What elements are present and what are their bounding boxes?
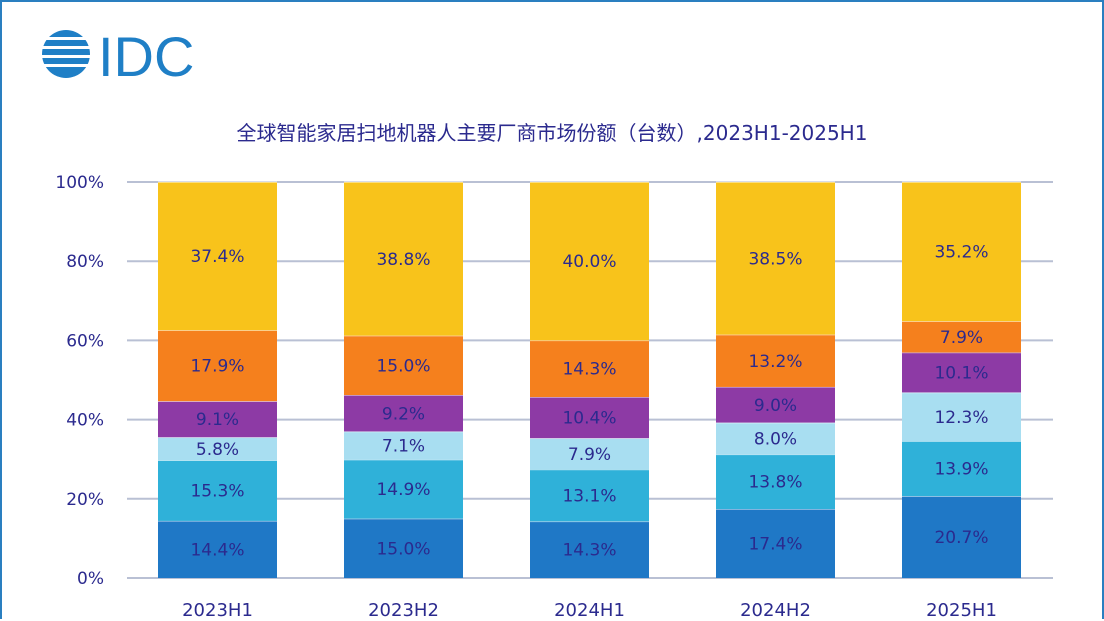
data-label: 35.2% <box>934 243 988 263</box>
data-label: 15.0% <box>376 356 430 376</box>
y-tick-label: 60% <box>66 331 104 351</box>
bar-segment <box>344 182 463 336</box>
x-tick-label: 2024H2 <box>740 600 811 621</box>
bar-segment <box>716 334 835 387</box>
bar-segment <box>530 340 649 398</box>
chart-title: 全球智能家居扫地机器人主要厂商市场份额（台数）,2023H1-2025H1 <box>236 121 868 145</box>
data-label: 14.4% <box>190 540 244 560</box>
bar-segment <box>158 330 277 402</box>
data-label: 17.9% <box>190 357 244 377</box>
data-label: 20.7% <box>934 528 988 548</box>
bar-segment <box>158 520 277 578</box>
data-label: 7.9% <box>940 328 983 348</box>
data-label: 10.4% <box>562 409 616 429</box>
bar-segment <box>344 518 463 578</box>
x-tick-label: 2025H1 <box>926 600 997 621</box>
bar-segment <box>344 459 463 519</box>
data-label: 7.1% <box>382 437 425 457</box>
data-label: 40.0% <box>562 252 616 272</box>
bar-segment <box>530 397 649 439</box>
data-label: 9.2% <box>382 404 425 424</box>
bar-segment <box>530 469 649 522</box>
x-tick-label: 2023H2 <box>368 600 439 621</box>
data-label: 15.0% <box>376 539 430 559</box>
data-label: 15.3% <box>190 482 244 502</box>
bar-segment <box>158 460 277 521</box>
data-label: 5.8% <box>196 440 239 460</box>
data-label: 9.1% <box>196 410 239 430</box>
bar-segment <box>716 182 835 335</box>
logo-text: IDC <box>98 26 194 82</box>
data-label: 7.9% <box>568 445 611 465</box>
y-tick-label: 0% <box>77 569 104 589</box>
bar-segment <box>902 441 1021 497</box>
data-label: 13.1% <box>562 486 616 506</box>
bar-segment <box>716 509 835 578</box>
bar-segment <box>716 386 835 423</box>
data-label: 9.0% <box>754 396 797 416</box>
y-tick-label: 40% <box>66 411 104 431</box>
bar-segment <box>902 352 1021 393</box>
bar-segment <box>902 392 1021 442</box>
bar-segment <box>158 182 277 331</box>
y-tick-label: 80% <box>66 252 104 272</box>
data-label: 13.9% <box>934 460 988 480</box>
data-label: 8.0% <box>754 429 797 449</box>
y-tick-label: 100% <box>55 173 104 193</box>
x-tick-label: 2024H1 <box>554 600 625 621</box>
bar-segment <box>344 431 463 460</box>
data-label: 37.4% <box>190 247 244 267</box>
bar-segment <box>716 454 835 510</box>
bar-segment <box>344 335 463 396</box>
bar-segment <box>530 521 649 578</box>
data-label: 14.3% <box>562 360 616 380</box>
idc-logo: IDC <box>38 25 213 88</box>
data-label: 14.3% <box>562 541 616 561</box>
bar-segment <box>158 401 277 438</box>
bar-segment <box>902 182 1021 322</box>
bar-segment <box>530 182 649 341</box>
y-tick-label: 20% <box>66 490 104 510</box>
data-label: 14.9% <box>376 480 430 500</box>
bar-segment <box>716 422 835 455</box>
data-label: 12.3% <box>934 408 988 428</box>
data-label: 38.5% <box>748 249 802 269</box>
bar-segment <box>344 395 463 432</box>
data-label: 13.8% <box>748 473 802 493</box>
data-label: 13.2% <box>748 352 802 372</box>
data-label: 17.4% <box>748 535 802 555</box>
x-tick-label: 2023H1 <box>182 600 253 621</box>
bar-segment <box>530 438 649 470</box>
data-label: 38.8% <box>376 250 430 270</box>
bar-segment <box>902 496 1021 578</box>
data-label: 10.1% <box>934 363 988 383</box>
bar-segment <box>158 437 277 461</box>
bar-segment <box>902 321 1021 353</box>
